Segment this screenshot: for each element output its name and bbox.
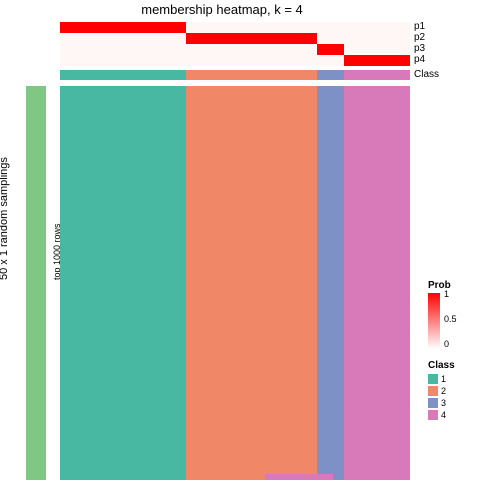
annot-cell (344, 33, 411, 44)
main-heatmap (60, 86, 410, 480)
prob-legend-title: Prob (428, 280, 498, 291)
annot-cell (344, 44, 411, 55)
heatmap-col-3 (317, 86, 343, 480)
prob-tick: 0.5 (444, 314, 457, 324)
heatmap-col-4 (344, 86, 411, 480)
annot-cell (60, 22, 186, 33)
sampling-label: 50 x 1 random samplings (0, 157, 10, 280)
chart-title: membership heatmap, k = 4 (0, 2, 444, 17)
heatmap-col-2 (186, 86, 317, 480)
bottom-accent (265, 474, 318, 480)
class-bar-seg-2 (186, 70, 317, 80)
annot-cell (317, 55, 343, 66)
probability-annotation-rows: p1p2p3p4 (60, 22, 410, 66)
class-legend-item-4: 4 (428, 409, 498, 421)
annot-cell (60, 44, 186, 55)
class-legend-title: Class (428, 360, 498, 371)
class-legend-label: 2 (441, 386, 446, 396)
class-legend: Class 1 2 3 4 (428, 360, 498, 421)
heatmap-col-1 (60, 86, 186, 480)
class-legend-label: 3 (441, 398, 446, 408)
class-swatch-1 (428, 374, 438, 384)
annot-row-p4 (60, 55, 410, 66)
annot-row-p1 (60, 22, 410, 33)
annot-label-p2: p2 (414, 32, 425, 43)
class-swatch-4 (428, 410, 438, 420)
annot-label-p1: p1 (414, 21, 425, 32)
annot-label-p3: p3 (414, 43, 425, 54)
prob-tick: 1 (444, 289, 449, 299)
annot-cell (60, 55, 186, 66)
class-legend-item-2: 2 (428, 385, 498, 397)
class-legend-item-3: 3 (428, 397, 498, 409)
annot-cell (344, 55, 411, 66)
class-bar-label: Class (414, 69, 439, 80)
class-bar-seg-3 (317, 70, 343, 80)
annot-cell (186, 33, 317, 44)
annot-row-p2 (60, 33, 410, 44)
annot-cell (186, 55, 317, 66)
class-annotation-bar (60, 70, 410, 80)
annot-cell (317, 44, 343, 55)
annot-cell (317, 33, 343, 44)
class-bar-seg-4 (344, 70, 411, 80)
annot-cell (317, 22, 343, 33)
bottom-accent (317, 474, 333, 480)
annot-cell (186, 44, 317, 55)
annot-cell (344, 22, 411, 33)
class-legend-item-1: 1 (428, 373, 498, 385)
annot-row-p3 (60, 44, 410, 55)
sampling-bar (26, 86, 46, 480)
annot-cell (186, 22, 317, 33)
prob-tick: 0 (444, 339, 449, 349)
prob-gradient: 10.50 (428, 293, 440, 349)
class-legend-label: 1 (441, 374, 446, 384)
annot-label-p4: p4 (414, 54, 425, 65)
prob-legend: Prob 10.50 (428, 280, 498, 349)
class-swatch-3 (428, 398, 438, 408)
annot-cell (60, 33, 186, 44)
class-bar-seg-1 (60, 70, 186, 80)
class-swatch-2 (428, 386, 438, 396)
class-legend-label: 4 (441, 410, 446, 420)
